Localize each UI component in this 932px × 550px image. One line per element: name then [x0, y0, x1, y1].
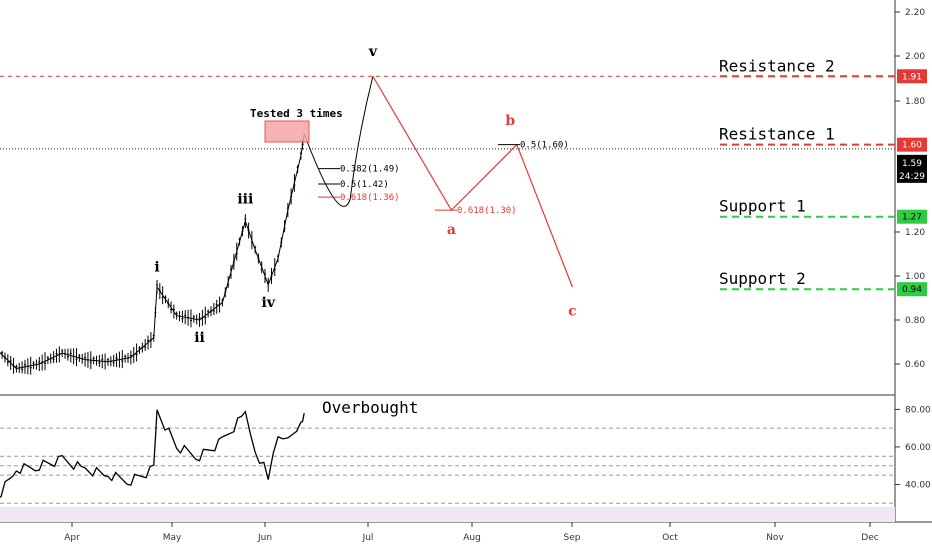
fib-label: 0.382(1.49)	[340, 165, 400, 175]
time-tick-label: Jul	[362, 533, 374, 543]
time-tick-label: Sep	[564, 533, 581, 543]
rsi-tick-label: 40.00	[905, 480, 931, 490]
abc-projection	[372, 75, 573, 288]
level-label: Resistance 1	[719, 125, 835, 144]
price-tick-label: 2.00	[905, 52, 925, 62]
wave-label: b	[505, 113, 515, 129]
time-tick-label: May	[163, 533, 182, 543]
level-label: Resistance 2	[719, 56, 835, 75]
level-label: Support 2	[719, 269, 806, 288]
rsi-oversold-zone	[0, 507, 895, 522]
price-tick-label: 0.60	[905, 360, 925, 370]
rsi-tick-label: 60.00	[905, 443, 931, 453]
tested-zone-box	[264, 120, 310, 143]
time-tick-label: Dec	[861, 533, 878, 543]
price-tick-label: 1.20	[905, 228, 925, 238]
time-tick-label: Aug	[463, 533, 481, 543]
tested-annotation: Tested 3 times	[250, 107, 343, 120]
time-tick-label: Nov	[766, 533, 784, 543]
price-tick-label: 1.00	[905, 272, 925, 282]
level-badge-text: 1.27	[902, 213, 922, 223]
time-tick-label: Apr	[64, 533, 80, 543]
level-badge	[897, 69, 927, 84]
wave-label: iv	[262, 295, 276, 311]
wave-label: c	[568, 304, 577, 320]
level-badge	[897, 137, 927, 152]
fib-label: 0.618(1.30)	[457, 206, 517, 216]
price-tick-label: 2.20	[905, 8, 925, 18]
level-badge	[897, 209, 927, 224]
time-tick-label: Oct	[662, 533, 678, 543]
fib-label: 0.618(1.36)	[340, 193, 400, 203]
wave-label: ii	[194, 330, 205, 346]
overbought-label: Overbought	[322, 398, 418, 417]
current-price-value: 1.59	[902, 159, 922, 169]
price-tick-label: 1.80	[905, 97, 925, 107]
fib-label: 0.5(1.42)	[340, 180, 389, 190]
fib-label: 0.5(1.60)	[520, 141, 569, 151]
wave-label: i	[154, 260, 159, 276]
level-label: Support 1	[719, 197, 806, 216]
wave-v-curve	[303, 76, 374, 207]
level-badge-text: 1.91	[902, 72, 922, 82]
price-series-line	[0, 133, 305, 370]
time-tick-label: Jun	[257, 533, 272, 543]
price-tick-label: 0.80	[905, 316, 925, 326]
level-badge-text: 1.60	[902, 141, 922, 151]
current-price-badge	[897, 154, 927, 183]
wave-label: a	[447, 222, 456, 238]
level-badge-text: 0.94	[902, 285, 922, 295]
wave-label: v	[368, 44, 378, 60]
current-price-countdown: 24:29	[899, 172, 925, 182]
level-badge	[897, 282, 927, 297]
rsi-tick-label: 80.00	[905, 405, 931, 415]
rsi-line	[0, 409, 305, 499]
wave-label: iii	[237, 192, 253, 208]
